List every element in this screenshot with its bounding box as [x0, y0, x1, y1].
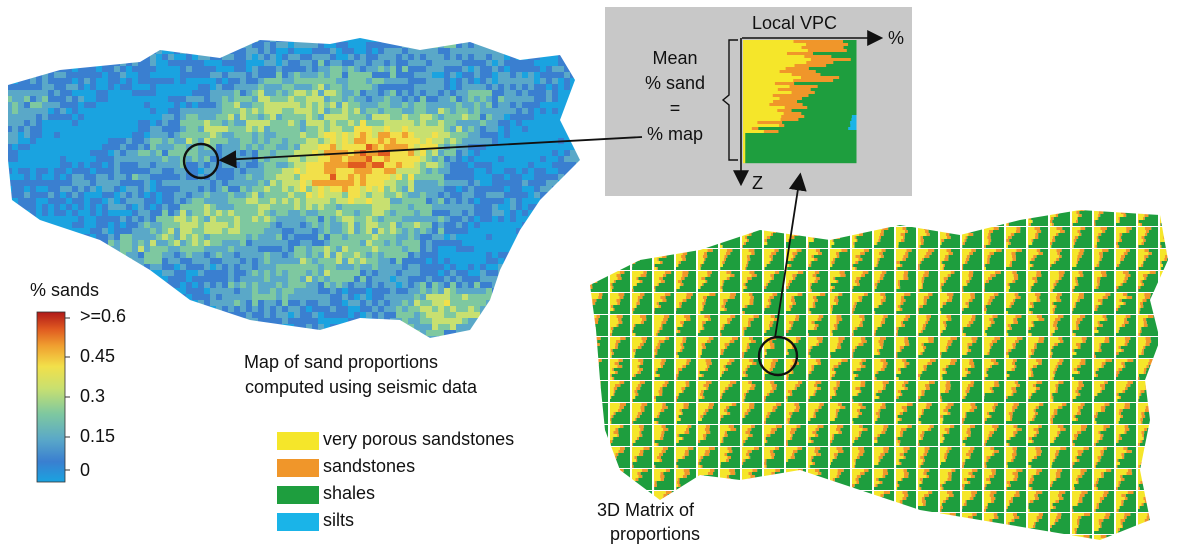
legend-swatch-shales — [277, 486, 319, 504]
vpc-equation-line: % sand — [644, 73, 706, 93]
colorbar-tick-label: 0.15 — [80, 426, 116, 446]
map-caption-line1: Map of sand proportions — [243, 352, 439, 372]
legend-swatch-very-porous-sandstones — [277, 432, 319, 450]
map-caption-line2: computed using seismic data — [244, 377, 478, 397]
matrix-caption-line2: proportions — [610, 524, 701, 544]
colorbar-tick-label: 0 — [80, 460, 91, 480]
legend-label: shales — [323, 483, 376, 503]
vpc-equation-line: = — [669, 98, 681, 118]
arrow-to-map — [218, 136, 643, 169]
proportion-matrix — [590, 210, 1168, 540]
legend-label: very porous sandstones — [323, 429, 515, 449]
colorbar — [36, 311, 66, 483]
matrix-location-circle — [757, 335, 799, 377]
vpc-equation-line: Mean — [652, 48, 698, 68]
arrow-to-vpc — [774, 172, 807, 339]
vpc-equation-line: % map — [646, 124, 704, 144]
legend-label: silts — [323, 510, 354, 530]
map-location-circle — [182, 142, 220, 180]
colorbar-ticks — [65, 317, 70, 471]
legend-swatch-sandstones — [277, 459, 319, 477]
colorbar-tick-label: 0.45 — [80, 346, 116, 366]
colorbar-tick-label: >=0.6 — [80, 306, 127, 326]
legend-label: sandstones — [323, 456, 416, 476]
vpc-x-axis-label: % — [888, 28, 905, 48]
vpc-title: Local VPC — [752, 13, 838, 33]
colorbar-tick-label: 0.3 — [80, 386, 106, 406]
legend-swatch-silts — [277, 513, 319, 531]
matrix-caption-line1: 3D Matrix of — [597, 500, 695, 520]
colorbar-title: % sands — [30, 280, 100, 300]
vpc-z-axis-label: Z — [752, 173, 763, 193]
vpc-inset-panel — [605, 7, 912, 196]
